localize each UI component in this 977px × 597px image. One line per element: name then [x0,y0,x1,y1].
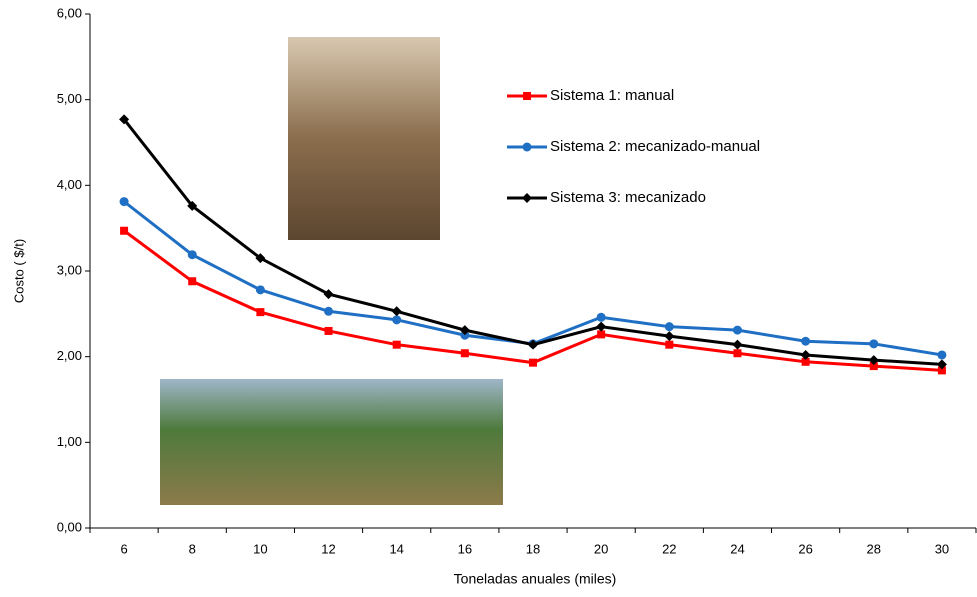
marker [391,306,402,317]
y-tick-label: 1,00 [57,434,82,449]
legend-text: Sistema 1: manual [550,87,674,104]
marker [596,312,606,322]
x-axis-label: Toneladas anuales (miles) [454,571,617,587]
marker [119,114,130,125]
series-line [123,200,943,357]
y-tick-label: 6,00 [57,5,82,20]
marker [664,331,675,342]
marker [733,349,742,358]
marker [459,325,470,336]
x-tick-label: 26 [798,541,812,556]
marker [188,277,197,286]
legend-marker [523,92,531,100]
marker [597,330,606,339]
marker [869,339,879,349]
y-tick-label: 0,00 [57,519,82,534]
legend-text: Sistema 3: mecanizado [550,189,706,206]
y-tick-label: 4,00 [57,177,82,192]
marker [119,197,129,207]
y-tick-label: 3,00 [57,262,82,277]
x-tick-label: 22 [662,541,676,556]
marker [255,285,265,295]
x-tick-label: 12 [321,541,335,556]
series-line [122,118,943,366]
marker [868,355,879,366]
marker [801,336,811,346]
marker [255,253,266,264]
photo-harvester [160,379,503,505]
x-tick-label: 8 [189,541,196,556]
marker [323,289,334,300]
x-tick-label: 24 [730,541,744,556]
marker [732,339,743,350]
legend-marker [522,142,532,152]
marker [937,366,946,375]
x-tick-label: 6 [120,541,127,556]
marker [665,340,674,349]
marker [324,306,334,316]
marker [732,325,742,335]
marker [937,350,947,360]
x-tick-label: 14 [389,541,403,556]
marker [392,340,401,349]
marker [529,358,537,367]
marker [936,359,947,370]
y-tick-label: 5,00 [57,91,82,106]
x-tick-label: 16 [458,541,472,556]
x-tick-label: 28 [867,541,881,556]
y-tick-label: 2,00 [57,348,82,363]
marker [324,326,333,335]
marker [187,200,198,211]
marker [460,330,470,340]
y-axis-label: Costo ( $/t) [11,239,26,303]
marker [801,357,810,366]
marker [392,315,402,325]
marker [460,349,469,358]
marker [187,250,197,260]
marker [120,226,129,235]
marker [596,321,607,332]
marker [528,339,538,350]
marker [256,308,265,317]
x-tick-label: 10 [253,541,267,556]
legend-text: Sistema 2: mecanizado-manual [550,138,760,155]
x-tick-label: 30 [935,541,949,556]
marker [869,362,878,371]
photo-worker [288,37,440,240]
marker [800,349,811,360]
x-tick-label: 20 [594,541,608,556]
x-tick-label: 18 [526,541,540,556]
marker [664,322,674,332]
legend-marker [522,193,532,203]
